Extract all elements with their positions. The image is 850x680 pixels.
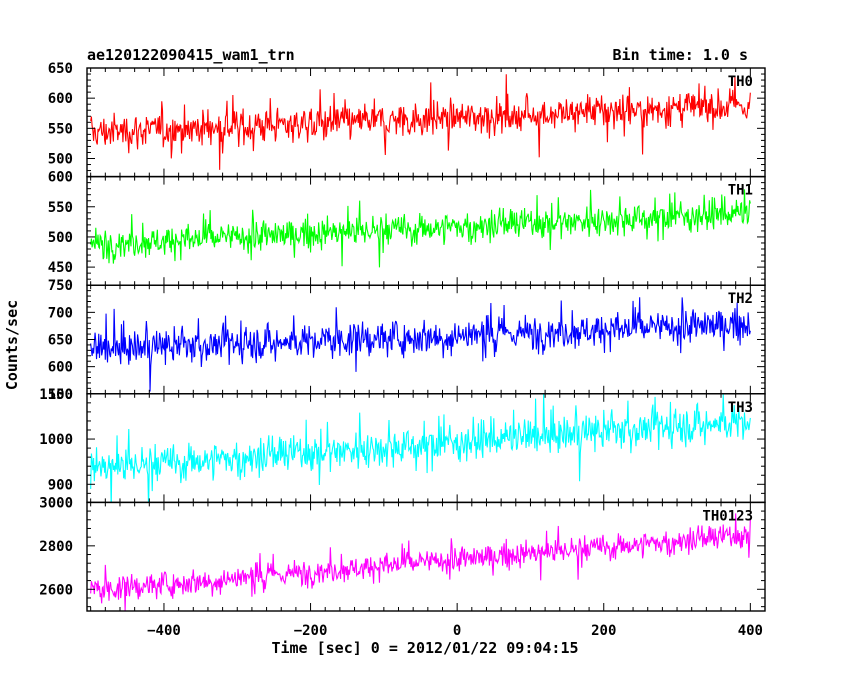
panels-group: 500 550 600 650 TH0 450 500 550 600 TH1 550 600 650 7… (39, 61, 766, 612)
y-tick-label: 1100 (39, 387, 73, 403)
trace-th0 (90, 74, 751, 170)
y-tick-label: 750 (48, 278, 73, 294)
series-label-th3: TH3 (728, 400, 753, 416)
panel-frame (86, 501, 766, 612)
x-tick-label: 200 (591, 623, 616, 639)
y-tick-label: 600 (48, 91, 73, 107)
y-tick-label: 900 (48, 477, 73, 493)
panel-th3: 900 1000 1100 TH3 (39, 387, 766, 504)
x-tick-label: −200 (294, 623, 328, 639)
y-tick-label: 550 (48, 121, 73, 137)
y-tick-label: 2800 (39, 539, 73, 555)
trace-th0123 (90, 513, 751, 611)
y-tick-label: 550 (48, 200, 73, 216)
trace-th3 (90, 393, 751, 503)
y-tick-label: 600 (48, 360, 73, 376)
x-tick-label: 400 (738, 623, 763, 639)
y-axis-label: Counts/sec (3, 300, 21, 390)
y-tick-label: 550 (48, 387, 73, 403)
panel-th2: 550 600 650 700 750 TH2 (48, 278, 766, 403)
y-tick-label: 600 (48, 170, 73, 186)
chart-title: ae120122090415_wam1_trn (87, 46, 295, 64)
y-tick-label: 3000 (39, 495, 73, 511)
bin-time-label: Bin time: 1.0 s (613, 46, 748, 64)
y-tick-label: 500 (48, 230, 73, 246)
x-tick-label: −400 (147, 623, 181, 639)
panel-th0123: 2600 2800 3000 TH0123 (39, 495, 766, 612)
series-label-th1: TH1 (728, 183, 753, 199)
x-axis: −400 −200 0 200 400 (147, 623, 763, 639)
y-tick-label: 2600 (39, 582, 73, 598)
y-tick-label: 700 (48, 305, 73, 321)
y-tick-label: 650 (48, 333, 73, 349)
x-axis-label: Time [sec] 0 = 2012/01/22 09:04:15 (271, 639, 578, 657)
y-tick-label: 450 (48, 260, 73, 276)
series-label-th0123: TH0123 (702, 508, 753, 524)
y-tick-label: 1000 (39, 432, 73, 448)
x-tick-label: 0 (453, 623, 461, 639)
trace-th2 (90, 297, 751, 392)
trace-th1 (90, 189, 751, 268)
panel-th0: 500 550 600 650 TH0 (48, 61, 766, 178)
y-tick-label: 650 (48, 61, 73, 77)
series-label-th2: TH2 (728, 291, 753, 307)
y-tick-label: 500 (48, 152, 73, 168)
panel-th1: 450 500 550 600 TH1 (48, 170, 766, 286)
series-label-th0: TH0 (728, 74, 753, 90)
